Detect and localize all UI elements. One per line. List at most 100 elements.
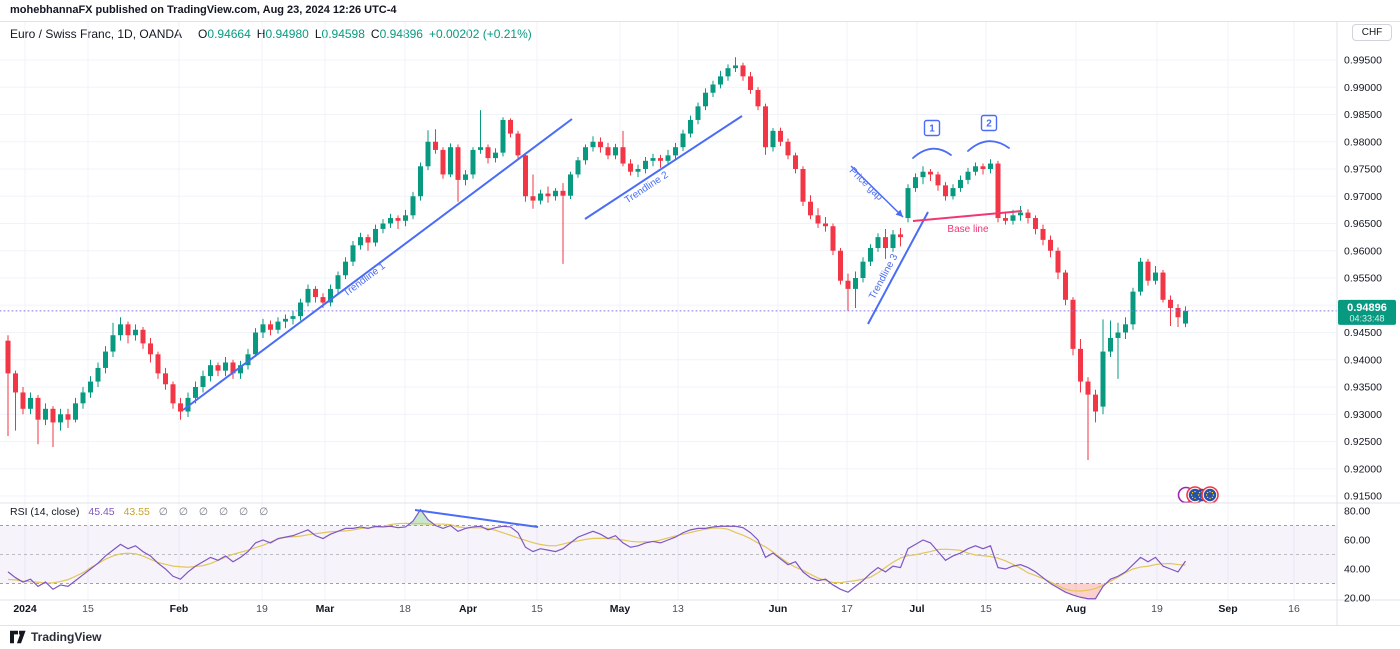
economic-event-icons[interactable] bbox=[1177, 486, 1219, 504]
candle bbox=[995, 160, 1001, 223]
drawings[interactable]: Trendline 1 Trendline 2 Trendline 3 Price g… bbox=[182, 114, 1219, 528]
candle bbox=[118, 317, 123, 341]
symbol-title[interactable]: Euro / Swiss Franc, 1D, OANDA bbox=[10, 27, 183, 41]
base-line-drawing[interactable]: Base line bbox=[912, 210, 1023, 235]
candle bbox=[35, 395, 41, 445]
candle bbox=[5, 335, 11, 437]
trendline-drawing[interactable]: Trendline 3 bbox=[867, 211, 929, 325]
price-axis[interactable]: 0.99500 0.99000 0.98500 0.98000 0.97500 0.970… bbox=[1338, 55, 1396, 605]
candle bbox=[778, 127, 783, 147]
rsi-ma-value: 43.55 bbox=[123, 506, 150, 518]
candle bbox=[208, 359, 213, 382]
last-price-value: 0.94896 bbox=[1347, 302, 1387, 314]
candle bbox=[965, 167, 971, 185]
publisher-bar: mohebhannaFX published on TradingView.co… bbox=[10, 4, 397, 16]
candle bbox=[410, 191, 416, 220]
low-value: 0.94598 bbox=[321, 27, 365, 41]
time-axis-label: Jun bbox=[769, 603, 788, 615]
candle bbox=[560, 183, 566, 264]
price-axis-label: 0.91500 bbox=[1344, 491, 1382, 503]
price-axis-label: 0.99500 bbox=[1344, 55, 1382, 67]
candle bbox=[178, 397, 183, 420]
candle bbox=[73, 397, 78, 423]
candle bbox=[125, 321, 131, 344]
candle bbox=[898, 227, 903, 247]
candle bbox=[425, 130, 431, 171]
price-axis-label: 0.96000 bbox=[1344, 245, 1382, 257]
candle bbox=[515, 130, 521, 160]
candle bbox=[808, 195, 813, 220]
candle bbox=[418, 162, 423, 201]
candle bbox=[763, 103, 768, 155]
candle bbox=[785, 138, 791, 160]
rsi-hidden-values: ∅ ∅ ∅ ∅ ∅ ∅ bbox=[158, 506, 273, 518]
bar-countdown: 04:33:48 bbox=[1349, 313, 1384, 323]
price-axis-label: 0.94500 bbox=[1344, 327, 1382, 339]
candle bbox=[628, 159, 633, 176]
price-gap-arrow[interactable]: Price gap bbox=[847, 165, 904, 218]
time-axis-label: Mar bbox=[316, 603, 335, 615]
candle bbox=[1153, 266, 1158, 285]
candle bbox=[733, 57, 738, 72]
trendline-drawing[interactable]: Trendline 2 bbox=[584, 115, 743, 220]
pane-separators bbox=[0, 21, 1400, 626]
candle bbox=[890, 230, 896, 252]
eu-flag-event-icon[interactable] bbox=[1201, 486, 1219, 504]
candle bbox=[905, 184, 911, 223]
trendline-drawing[interactable]: Trendline 1 bbox=[182, 118, 573, 411]
candle bbox=[103, 346, 108, 374]
candle bbox=[260, 318, 266, 338]
rsi-axis-label: 80.00 bbox=[1344, 506, 1370, 518]
candle bbox=[718, 70, 723, 89]
candle bbox=[673, 142, 678, 160]
candle bbox=[1048, 235, 1053, 258]
price-axis-label: 0.93500 bbox=[1344, 382, 1382, 394]
high-value: 0.94980 bbox=[265, 27, 309, 41]
candle bbox=[95, 362, 101, 387]
time-axis-label: 15 bbox=[82, 603, 94, 615]
time-axis-label: 2024 bbox=[13, 603, 37, 615]
time-axis[interactable]: 2024 15 Feb 19 Mar 18 Apr 15 May 13 Jun 17 Jul 15 Aug 1… bbox=[13, 603, 1300, 615]
numbered-marker[interactable]: 1 bbox=[912, 119, 952, 159]
candle bbox=[13, 370, 18, 431]
candle bbox=[65, 408, 71, 428]
rsi-indicator-header[interactable]: RSI (14, close) 45.45 43.55 ∅ ∅ ∅ ∅ ∅ ∅ bbox=[10, 506, 272, 518]
candle bbox=[463, 170, 468, 186]
candle bbox=[658, 154, 663, 168]
candle bbox=[770, 128, 776, 152]
candle bbox=[283, 314, 288, 329]
price-axis-label: 0.95500 bbox=[1344, 273, 1382, 285]
currency-toggle-button[interactable]: CHF bbox=[1352, 24, 1392, 41]
candle bbox=[275, 317, 281, 334]
marker-number: 2 bbox=[986, 119, 992, 130]
time-axis-label: Sep bbox=[1218, 603, 1237, 615]
time-axis-label: Apr bbox=[459, 603, 477, 615]
rsi-trendline-drawing[interactable] bbox=[414, 509, 539, 528]
candle bbox=[388, 213, 393, 228]
rsi-plot bbox=[7, 508, 1186, 600]
time-axis-label: 19 bbox=[1151, 603, 1163, 615]
candle bbox=[575, 157, 581, 178]
tradingview-logo[interactable]: TradingView bbox=[10, 630, 101, 644]
candle bbox=[133, 324, 138, 341]
close-value: 0.94896 bbox=[379, 27, 423, 41]
candle bbox=[485, 144, 491, 164]
marker-number: 1 bbox=[929, 124, 935, 135]
candle bbox=[830, 223, 836, 256]
candle bbox=[800, 166, 806, 207]
candle bbox=[853, 271, 858, 308]
open-label: O bbox=[198, 27, 208, 41]
candle bbox=[358, 232, 363, 250]
numbered-marker[interactable]: 2 bbox=[967, 114, 1010, 152]
candle bbox=[710, 80, 716, 98]
open-value: 0.94664 bbox=[207, 27, 251, 41]
candle bbox=[928, 169, 933, 181]
time-axis-label: 15 bbox=[531, 603, 543, 615]
candle bbox=[508, 118, 513, 138]
candle bbox=[1183, 306, 1188, 328]
candle bbox=[793, 152, 798, 174]
price-axis-label: 0.94000 bbox=[1344, 354, 1382, 366]
candle bbox=[538, 189, 543, 205]
candle bbox=[1130, 287, 1136, 330]
